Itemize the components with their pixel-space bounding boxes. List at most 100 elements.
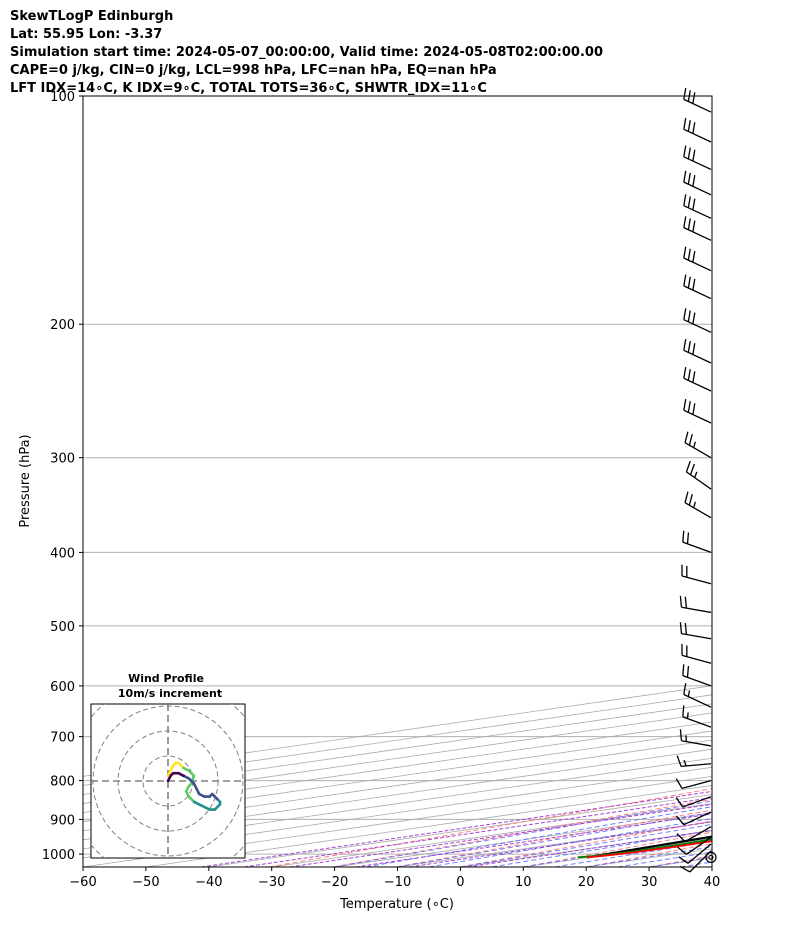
wind-barb [682, 705, 712, 728]
y-tick-label: 400 [50, 546, 75, 561]
x-tick-label: −30 [258, 875, 285, 890]
wind-barb [705, 851, 717, 863]
barb-full [683, 683, 687, 695]
y-tick-label: 200 [50, 318, 75, 333]
barb-full [692, 198, 696, 210]
barb-full [675, 815, 685, 826]
wind-barb [683, 338, 712, 364]
barb-full [682, 664, 685, 676]
wind-barb [679, 729, 712, 747]
hodograph-subtitle: 10m/s increment [118, 687, 222, 700]
barb-half [683, 759, 687, 767]
barb-staff [683, 257, 712, 272]
y-axis-label: Pressure (hPa) [18, 434, 33, 527]
barb-full [675, 797, 684, 808]
barb-full [692, 220, 696, 232]
barb-full [683, 308, 687, 320]
x-tick-label: 0 [456, 875, 464, 890]
barb-full [692, 403, 696, 415]
chart-title: SkewTLogP Edinburgh [10, 9, 174, 24]
isotherm-line [649, 857, 712, 867]
isotherm-line [523, 839, 712, 867]
y-tick-label: 1000 [42, 848, 75, 863]
wind-barb [682, 530, 712, 554]
indices-line: LFT IDX=14∘C, K IDX=9∘C, TOTAL TOTS=36∘C… [10, 81, 487, 96]
wind-barb [681, 644, 712, 664]
barb-full [684, 623, 688, 635]
y-tick-label: 700 [50, 731, 75, 746]
barb-full [687, 120, 691, 132]
moist-adiabat-line [586, 846, 712, 867]
isotherm-line [83, 694, 712, 786]
barb-full [687, 310, 691, 322]
barb-staff [683, 811, 712, 826]
mixing-ratio-line [355, 813, 712, 867]
wind-barb [683, 246, 712, 272]
y-tick-label: 900 [50, 813, 75, 828]
barb-full [687, 248, 691, 261]
x-tick-label: 10 [515, 875, 532, 890]
barb-full [679, 595, 683, 608]
barb-staff [684, 826, 712, 843]
wind-barb [683, 170, 712, 196]
barb-full [683, 194, 687, 206]
barb-full [687, 401, 691, 413]
dry-adiabat-line [714, 96, 794, 867]
barb-full [692, 92, 696, 104]
y-tick-label: 300 [50, 452, 75, 467]
barb-half [687, 690, 691, 697]
barb-full [692, 278, 696, 291]
barb-staff [682, 796, 712, 808]
barb-full [688, 434, 693, 446]
dry-adiabat-line [268, 788, 712, 867]
barb-full [685, 460, 691, 473]
barb-half [693, 441, 697, 448]
wind-barb [683, 194, 712, 219]
wind-barb [675, 796, 712, 808]
wind-barb [685, 460, 712, 490]
barb-full [687, 172, 691, 185]
wind-barb [683, 308, 712, 333]
barb-full [679, 622, 683, 634]
barb-full [684, 491, 689, 503]
barb-full [677, 846, 687, 855]
barb-full [687, 341, 691, 353]
dry-adiabat-line [332, 798, 712, 867]
barb-full [684, 596, 688, 609]
barb-staff [683, 181, 712, 196]
wind-barb [676, 755, 712, 767]
barb-full [683, 88, 687, 100]
x-tick-label: −10 [384, 875, 411, 890]
barb-full [692, 312, 696, 324]
calm-circle [705, 851, 717, 863]
moist-adiabat-line [711, 866, 712, 867]
location-line: Lat: 55.95 Lon: -3.37 [10, 27, 163, 42]
barb-full [682, 530, 685, 543]
dry-adiabat-line [778, 96, 794, 867]
isotherm-line [83, 721, 712, 814]
isotherm-line [83, 730, 712, 823]
isotherm-line [586, 848, 712, 867]
y-tick-label: 800 [50, 775, 75, 790]
barb-staff [689, 850, 712, 873]
moist-adiabat-line [428, 818, 712, 867]
barb-full [687, 147, 691, 160]
moist-adiabat-line [334, 800, 712, 867]
dry-adiabat-line [523, 831, 712, 867]
barb-full [687, 218, 691, 230]
calm-circle-inner [708, 854, 714, 860]
wind-barb [684, 431, 712, 459]
time-line: Simulation start time: 2024-05-07_00:00:… [10, 45, 603, 60]
barb-full [688, 494, 693, 506]
hodograph-inset: Wind Profile 10m/s increment [90, 672, 246, 859]
barb-full [686, 665, 690, 678]
barb-full [683, 246, 687, 259]
barb-full [683, 117, 687, 130]
moist-adiabat-line [617, 851, 712, 867]
mixing-ratio-line [289, 803, 712, 867]
barb-full [675, 778, 683, 789]
wind-barb [676, 826, 712, 843]
barb-full [683, 398, 687, 411]
barb-full [682, 705, 685, 717]
